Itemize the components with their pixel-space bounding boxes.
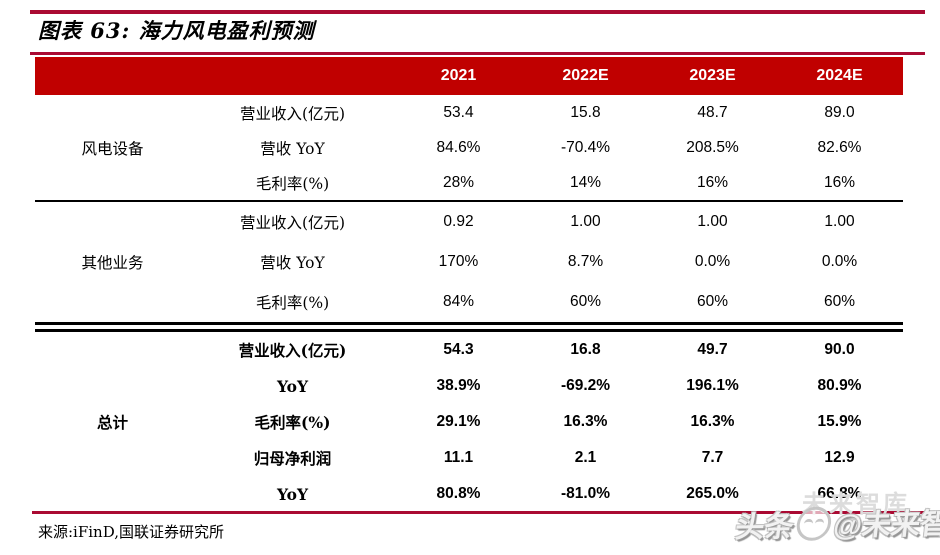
value-cell: 82.6% <box>817 138 862 156</box>
value-cell: 8.7% <box>567 253 604 270</box>
row-label: 毛利率(%) <box>255 174 330 193</box>
table-section-1: 其他业务 营业收入(亿元) 0.92 1.00 1.00 1.00 营收 YoY 170% 8.… <box>35 202 903 322</box>
row-label: 毛利率(%) <box>255 294 330 312</box>
value-cell: 49.7 <box>697 341 728 358</box>
value-cell: 38.9% <box>436 377 481 394</box>
value-cell: 170% <box>438 253 479 270</box>
value-cell: 80.8% <box>436 485 481 502</box>
value-cell: 16.3% <box>690 413 735 430</box>
value-cell: 0.0% <box>694 253 731 270</box>
value-cell: 60% <box>696 293 729 310</box>
value-cell: -70.4% <box>560 138 611 156</box>
value-cell: 16.8 <box>570 341 601 358</box>
value-cell: 84% <box>442 293 475 310</box>
value-cell: 1.00 <box>697 213 728 230</box>
row-label: 营业收入(亿元) <box>239 214 346 232</box>
col-header-2024E: 2024E <box>816 67 863 84</box>
value-cell: 7.7 <box>701 449 724 466</box>
table-body: 风电设备 营业收入(亿元) 53.4 15.8 48.7 89.0 营收 YoY 84.6% -… <box>35 95 903 512</box>
value-cell: 84.6% <box>436 138 481 156</box>
value-cell: 53.4 <box>443 103 474 121</box>
row-label: 营收 YoY <box>260 254 325 272</box>
value-cell: 15.9% <box>817 413 862 430</box>
value-cell: 208.5% <box>686 138 739 156</box>
col-header-2022E: 2022E <box>562 67 609 84</box>
row-label: 归母净利润 <box>253 449 332 468</box>
value-cell: 54.3 <box>443 341 474 358</box>
value-cell: 1.00 <box>570 213 601 230</box>
col-header-2021: 2021 <box>440 67 477 84</box>
value-cell: 90.0 <box>824 341 855 358</box>
value-cell: 15.8 <box>570 103 601 121</box>
value-cell: 265.0% <box>686 485 739 502</box>
row-label: YoY <box>276 376 309 396</box>
value-cell: 12.9 <box>824 449 855 466</box>
value-cell: 1.00 <box>824 213 855 230</box>
row-label: 毛利率(%) <box>254 413 331 432</box>
group-label: 风电设备 <box>81 139 144 158</box>
value-cell: 2.1 <box>574 449 597 466</box>
value-cell: -81.0% <box>560 485 611 502</box>
figure-title: 图表 63: 海力风电盈利预测 <box>38 18 315 43</box>
value-cell: 60% <box>823 293 856 310</box>
value-cell: 16% <box>696 173 729 191</box>
value-cell: 11.1 <box>443 449 474 466</box>
top-rule <box>30 10 925 14</box>
group-label: 其他业务 <box>81 254 144 272</box>
table-section-2: 总计 营业收入(亿元) 54.3 16.8 49.7 90.0 YoY 38.9% -69.2%… <box>35 332 903 512</box>
value-cell: 196.1% <box>686 377 739 394</box>
value-cell: 0.0% <box>821 253 858 270</box>
value-cell: 14% <box>569 173 602 191</box>
row-label: 营业收入(亿元) <box>239 104 346 123</box>
value-cell: 0.92 <box>443 213 474 230</box>
value-cell: 80.9% <box>817 377 862 394</box>
table-header-row: 2021 2022E 2023E 2024E <box>35 57 903 95</box>
value-cell: 60% <box>569 293 602 310</box>
bottom-rule <box>32 511 925 514</box>
value-cell: 16.3% <box>563 413 608 430</box>
value-cell: -69.2% <box>560 377 611 394</box>
title-underline-rule <box>30 52 925 55</box>
header-label-spacer <box>190 57 395 95</box>
section-divider <box>35 200 903 202</box>
row-label: YoY <box>276 484 309 504</box>
value-cell: 29.1% <box>436 413 481 430</box>
table-section-0: 风电设备 营业收入(亿元) 53.4 15.8 48.7 89.0 营收 YoY 84.6% -… <box>35 95 903 200</box>
value-cell: 66.8% <box>817 485 862 502</box>
profit-forecast-table: 2021 2022E 2023E 2024E 风电设备 营业收入(亿元) 53.4 15.8… <box>35 57 903 512</box>
source-note: 来源:iFinD,国联证券研究所 <box>38 523 224 541</box>
header-group-spacer <box>35 57 190 95</box>
value-cell: 16% <box>823 173 856 191</box>
value-cell: 89.0 <box>824 103 855 121</box>
group-label: 总计 <box>96 413 128 432</box>
row-label: 营业收入(亿元) <box>238 341 347 360</box>
total-section-double-divider <box>35 322 903 332</box>
row-label: 营收 YoY <box>260 139 325 158</box>
value-cell: 28% <box>442 173 475 191</box>
col-header-2023E: 2023E <box>689 67 736 84</box>
value-cell: 48.7 <box>697 103 728 121</box>
